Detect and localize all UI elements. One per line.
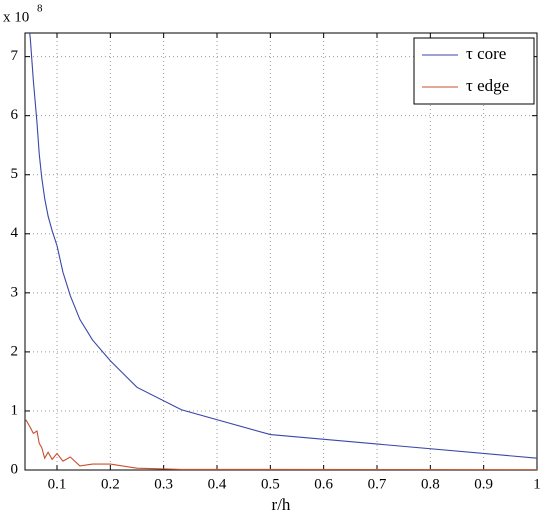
y-tick-label: 0 bbox=[11, 461, 19, 477]
x-tick-label: 0.5 bbox=[261, 476, 280, 492]
y-tick-label: 3 bbox=[11, 284, 19, 300]
x-tick-label: 1 bbox=[533, 476, 541, 492]
y-tick-label: 6 bbox=[11, 107, 19, 123]
x-tick-label: 0.6 bbox=[314, 476, 333, 492]
legend-label: τ edge bbox=[466, 76, 509, 95]
y-tick-label: 2 bbox=[11, 343, 19, 359]
y-tick-label: 1 bbox=[11, 402, 19, 418]
x-tick-label: 0.7 bbox=[368, 476, 387, 492]
x-tick-label: 0.3 bbox=[154, 476, 173, 492]
axes-box bbox=[24, 32, 538, 471]
plot-lines bbox=[25, 33, 537, 470]
x-tick-label: 0.8 bbox=[421, 476, 440, 492]
series-line bbox=[29, 33, 537, 459]
x-tick-label: 0.4 bbox=[208, 476, 227, 492]
x-tick-label: 0.9 bbox=[474, 476, 493, 492]
legend-label: τ core bbox=[466, 44, 506, 63]
x-axis-label: r/h bbox=[272, 495, 291, 514]
x-tick-label: 0.1 bbox=[48, 476, 67, 492]
y-scale-exponent: 8 bbox=[37, 3, 43, 15]
y-tick-label: 5 bbox=[11, 166, 19, 182]
x-tick-label: 0.2 bbox=[101, 476, 120, 492]
y-tick-label: 4 bbox=[11, 225, 19, 241]
y-tick-label: 7 bbox=[11, 48, 19, 64]
series-line bbox=[25, 419, 537, 470]
legend-box bbox=[413, 37, 535, 105]
y-scale-label: x 10 bbox=[3, 9, 29, 25]
